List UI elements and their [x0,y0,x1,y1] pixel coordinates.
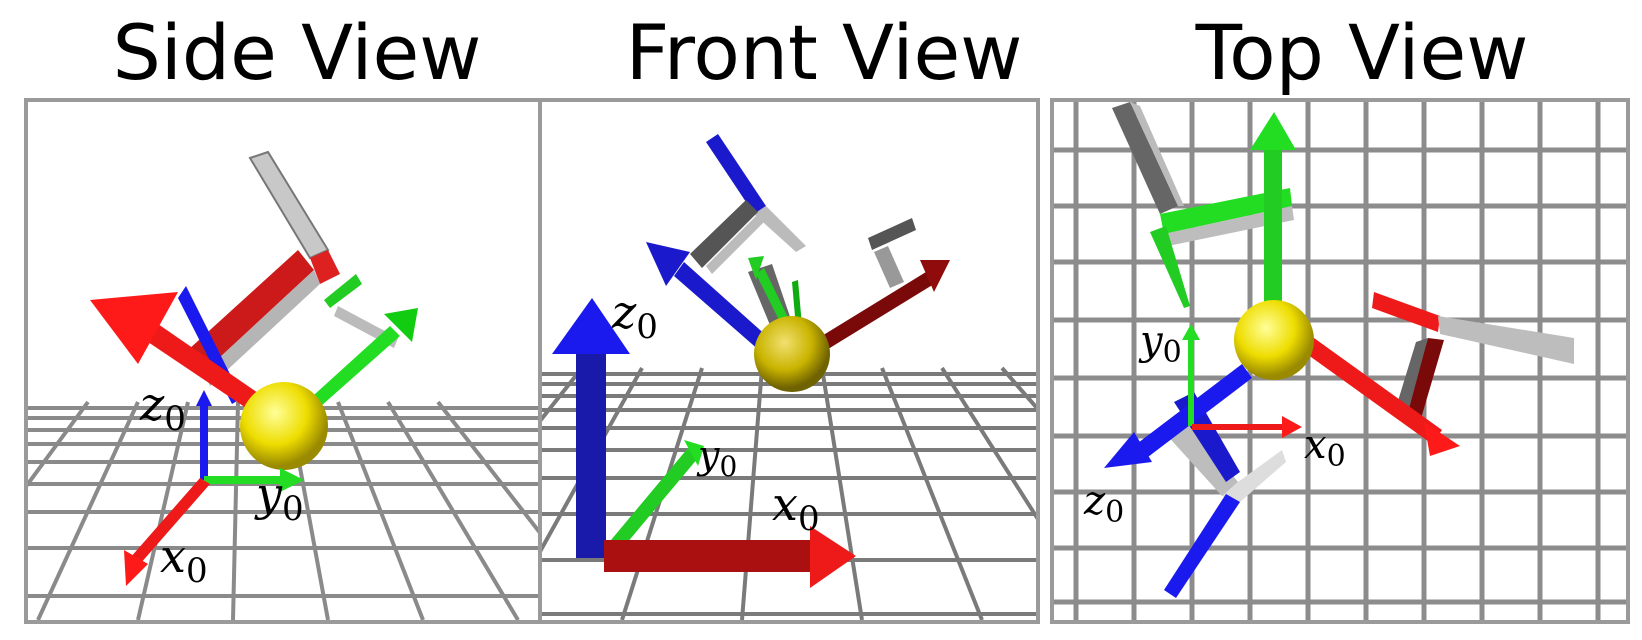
link-x-arrowhead [920,260,950,292]
link-x-arrowhead [1424,422,1460,456]
base-frame [552,298,856,588]
y0-label: y0 [696,433,737,483]
top-view-scene: y0 x0 z0 [1054,102,1626,620]
x0-axis [130,478,210,564]
front-view-scene: z0 y0 x0 [542,134,1036,620]
x0-arrowhead [810,526,856,588]
link-y-arrow [304,326,400,414]
front-view-panel: z0 y0 x0 [538,98,1040,624]
top-view-title: Top View [1195,8,1529,97]
y0-label: y0 [254,467,304,529]
link-segments [188,150,398,386]
link-z-arrowhead [646,242,690,286]
z0-arrowhead [196,390,212,406]
link-z-arrowhead [1104,432,1152,468]
link-y-arrowhead [1250,112,1296,150]
link-y-arrow [1264,146,1282,318]
y0-axis [606,448,698,556]
link-y-arrow [792,280,802,328]
link-x-arrow [1304,338,1442,444]
z0-arrowhead [552,298,630,354]
link-x-arrowhead [90,292,178,364]
side-view-scene: z0 y0 x0 [28,150,550,620]
x0-arrowhead [124,550,148,586]
top-view-panel: y0 x0 z0 [1050,98,1630,624]
link-x-arrow [148,324,274,420]
ground-grid [1054,102,1626,620]
link-x-arrow [812,272,934,354]
y0-arrowhead [1182,324,1200,340]
z0-label: z0 [1083,478,1124,530]
link-z-arrow [674,262,778,358]
y0-arrowhead [684,440,704,466]
y0-label: y0 [1138,318,1182,370]
x0-label: x0 [1304,422,1346,474]
link-y-arrowhead [384,308,418,342]
x0-axis [604,540,814,572]
base-frame [124,390,304,586]
base-frame [1182,324,1302,438]
z0-label: z0 [139,377,186,439]
front-view-title: Front View [625,8,1023,97]
y0-arrowhead [280,468,304,492]
joint-sphere [754,316,830,392]
z0-label: z0 [611,285,658,347]
y0-axis [204,476,284,484]
y0-axis [1188,338,1194,426]
side-view-panel: z0 y0 x0 [24,98,554,624]
x0-label: x0 [160,529,208,591]
side-view-title: Side View [112,8,482,97]
joint-sphere [1234,300,1314,380]
z0-axis [576,352,606,558]
joint-sphere [240,382,328,470]
x0-label: x0 [772,477,820,539]
x0-arrowhead [1282,416,1302,438]
x0-axis [1192,424,1284,430]
z0-axis [200,402,208,480]
